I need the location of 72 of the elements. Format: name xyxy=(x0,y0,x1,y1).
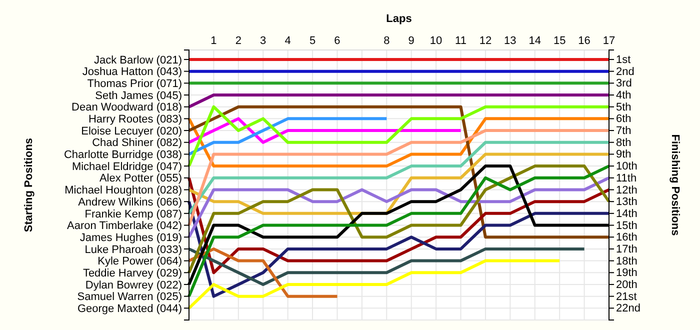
y-tick-label: 6th xyxy=(616,113,632,126)
x-tick-label: 9 xyxy=(408,35,414,47)
y-tick-label: 16th xyxy=(616,232,638,244)
y-tick-label: 12th xyxy=(616,184,638,196)
y-tick-label: 13th xyxy=(616,196,638,208)
y-tick-label: 15th xyxy=(616,220,638,232)
line-series xyxy=(188,259,562,310)
y-tick-label: 5th xyxy=(616,101,632,114)
x-tick-label: 15 xyxy=(553,35,566,47)
text: Harry Rootes (083) xyxy=(88,114,182,126)
y-tick-label: 19th xyxy=(616,267,638,280)
text: Dean Woodward (018) xyxy=(72,102,182,114)
y-tick-label: 7th xyxy=(616,125,632,138)
x-tick-label: 12 xyxy=(479,35,492,47)
text: Eloise Lecuyer (020) xyxy=(81,125,182,138)
y-tick-label: 4th xyxy=(616,90,632,102)
line-series xyxy=(188,140,610,215)
text: Samuel Warren (025) xyxy=(77,291,182,304)
line-series xyxy=(188,129,610,227)
y-tick-label: 20th xyxy=(616,278,638,291)
text: Thomas Prior (071) xyxy=(87,78,182,90)
text: Teddie Harvey (029) xyxy=(82,267,182,280)
text: Andrew Wilkins (066) xyxy=(78,196,182,208)
y-tick-label: 2nd xyxy=(616,66,634,78)
x-tick-label: 1 xyxy=(210,35,217,47)
x-tick-label: 2 xyxy=(235,35,242,47)
x-tick-label: 5 xyxy=(309,35,316,47)
y-tick-label: 21st xyxy=(616,290,637,303)
line-series xyxy=(188,105,610,239)
y-tick-label: 3rd xyxy=(616,78,632,90)
line-series xyxy=(188,105,610,168)
text: Kyle Power (064) xyxy=(98,256,182,268)
y-tick-label: 11th xyxy=(616,172,637,184)
y-tick-label: 10th xyxy=(616,160,638,173)
text: James Hughes (019) xyxy=(80,232,182,244)
text: Alex Potter (055) xyxy=(99,172,182,185)
y-tick-label: 14th xyxy=(616,208,638,220)
text: Charlotte Burridge (038) xyxy=(64,149,182,162)
y-tick-label: 18th xyxy=(616,255,638,268)
y-tick-label: 9th xyxy=(616,148,632,161)
y-tick-label: 8th xyxy=(616,136,632,149)
text: Seth James (045) xyxy=(95,90,182,102)
line-series xyxy=(188,117,388,156)
x-tick-label: 10 xyxy=(430,35,442,47)
text: Luke Pharoah (033) xyxy=(84,244,182,256)
text: Starting Positions xyxy=(23,138,35,232)
text: Jack Barlow (021) xyxy=(94,54,182,66)
text: Chad Shiner (082) xyxy=(92,137,182,150)
x-tick-label: 3 xyxy=(260,35,266,47)
x-tick-label: 4 xyxy=(284,35,291,47)
text: Michael Eldridge (047) xyxy=(72,160,182,173)
x-tick-label: 14 xyxy=(528,35,542,47)
x-tick-label: 17 xyxy=(602,35,616,47)
text: Dylan Bowrey (022) xyxy=(85,279,182,292)
y-tick-label: 1st xyxy=(616,54,631,66)
text: Aaron Timberlake (042) xyxy=(67,220,182,232)
y-axis-title: Finishing Positions xyxy=(669,134,681,236)
line-series xyxy=(188,176,610,239)
x-tick-label: 16 xyxy=(578,35,590,47)
line-series xyxy=(188,200,610,298)
line-series xyxy=(188,247,586,286)
x-tick-label: 6 xyxy=(334,35,340,47)
y-tick-label: 17th xyxy=(616,243,638,256)
text: George Maxted (044) xyxy=(77,303,182,316)
x-tick-label: 11 xyxy=(455,35,466,47)
x-tick-label: 8 xyxy=(384,35,390,47)
text: Michael Houghton (028) xyxy=(64,184,182,197)
x-tick-label: 13 xyxy=(504,35,516,47)
x-axis-title: Laps xyxy=(386,13,412,25)
y-tick-label: 22nd xyxy=(616,302,640,315)
text: Joshua Hatton (043) xyxy=(82,66,182,78)
text: Frankie Kemp (087) xyxy=(84,208,182,220)
